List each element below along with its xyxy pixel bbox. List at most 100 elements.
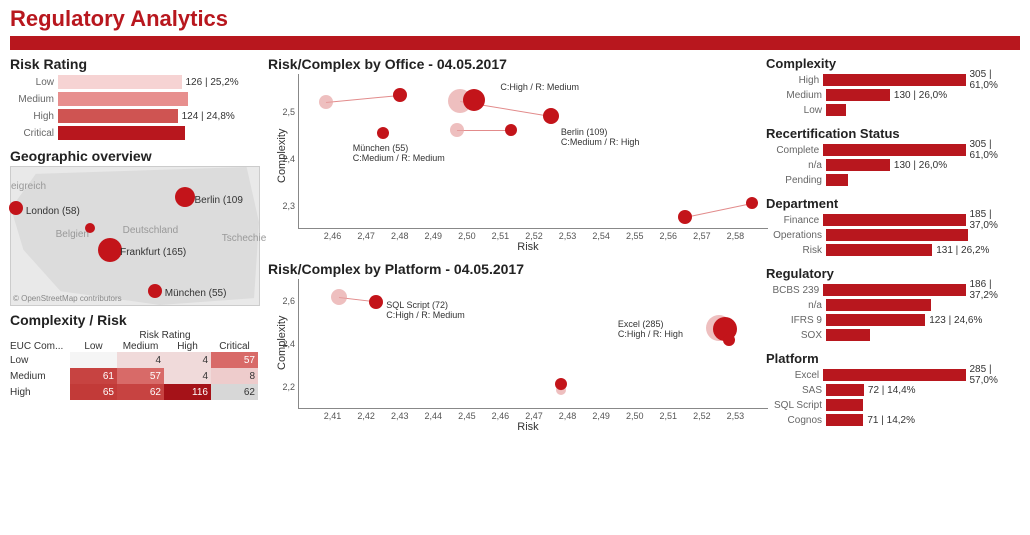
bar-label: Operations xyxy=(766,230,826,241)
scatter-point[interactable] xyxy=(369,295,383,309)
x-tick: 2,47 xyxy=(525,411,543,421)
x-tick: 2,42 xyxy=(357,411,375,421)
heatmap-row: High656211662 xyxy=(10,384,260,400)
map-city-dot[interactable] xyxy=(175,187,195,207)
scatter-point[interactable] xyxy=(555,378,567,390)
bar-fill xyxy=(823,369,965,381)
scatter-point[interactable] xyxy=(678,210,692,224)
bar-fill xyxy=(823,284,965,296)
heatmap-cell[interactable]: 65 xyxy=(70,384,117,400)
bar-label: Risk xyxy=(766,245,826,256)
scatter2-chart[interactable]: Complexity2,22,42,6SQL Script (72)C:High… xyxy=(268,279,758,435)
heatmap-cell[interactable]: 8 xyxy=(211,368,258,384)
map-city-dot[interactable] xyxy=(98,238,122,262)
heatmap-row-label: Medium xyxy=(10,368,70,384)
scatter-point[interactable] xyxy=(746,197,758,209)
map-city-label: München (55) xyxy=(165,288,227,299)
scatter-point[interactable] xyxy=(723,334,735,346)
bar-row[interactable]: IFRS 9123 | 24,6% xyxy=(766,313,1020,327)
x-tick: 2,58 xyxy=(727,231,745,241)
bar-fill xyxy=(823,214,965,226)
bar-row[interactable]: Cognos71 | 14,2% xyxy=(766,413,1020,427)
bar-row[interactable]: SQL Script xyxy=(766,398,1020,412)
bar-row[interactable]: Low xyxy=(766,103,1020,117)
map[interactable]: DeutschlandBelgienTschechieeigreichBerli… xyxy=(10,166,260,306)
bar-label: IFRS 9 xyxy=(766,315,826,326)
bar-row[interactable]: Pending xyxy=(766,173,1020,187)
bar-fill xyxy=(826,399,863,411)
right-column: ComplexityHigh305 | 61,0%Medium130 | 26,… xyxy=(766,56,1020,435)
heatmap-cell[interactable]: 4 xyxy=(164,352,211,368)
scatter-point[interactable] xyxy=(505,124,517,136)
bar-value: 285 | 57,0% xyxy=(966,364,1021,386)
x-tick: 2,48 xyxy=(391,231,409,241)
bar-row[interactable]: BCBS 239186 | 37,2% xyxy=(766,283,1020,297)
scatter-label: Berlin (109)C:Medium / R: High xyxy=(561,128,640,148)
bar-row[interactable]: High305 | 61,0% xyxy=(766,73,1020,87)
heatmap-cell[interactable]: 57 xyxy=(211,352,258,368)
bar-row[interactable]: Risk131 | 26,2% xyxy=(766,243,1020,257)
x-tick: 2,53 xyxy=(727,411,745,421)
heatmap-cell[interactable]: 57 xyxy=(117,368,164,384)
heatmap-row: Medium615748 xyxy=(10,368,260,384)
heatmap-row-label: High xyxy=(10,384,70,400)
scatter-point[interactable] xyxy=(331,289,347,305)
bar-group: PlatformExcel285 | 57,0%SAS72 | 14,4%SQL… xyxy=(766,351,1020,428)
risk-rating-row[interactable]: Medium xyxy=(10,91,260,107)
x-tick: 2,55 xyxy=(626,231,644,241)
bar-label: Complete xyxy=(766,145,823,156)
bar-row[interactable]: Excel285 | 57,0% xyxy=(766,368,1020,382)
bar-fill xyxy=(826,89,890,101)
bar-fill xyxy=(826,174,848,186)
scatter-plot-area[interactable]: 2,22,42,6SQL Script (72)C:High / R: Medi… xyxy=(298,279,768,409)
heatmap-cell[interactable] xyxy=(70,352,117,368)
risk-rating-bar xyxy=(58,109,178,123)
heatmap-cell[interactable]: 62 xyxy=(211,384,258,400)
risk-rating-row[interactable]: High124 | 24,8% xyxy=(10,108,260,124)
bar-label: SOX xyxy=(766,330,826,341)
scatter-point[interactable] xyxy=(463,89,485,111)
scatter1-chart[interactable]: Complexity2,32,42,5C:High / R: MediumMün… xyxy=(268,74,758,255)
risk-rating-row[interactable]: Critical xyxy=(10,125,260,141)
scatter-point[interactable] xyxy=(319,95,333,109)
bar-group: Recertification StatusComplete305 | 61,0… xyxy=(766,126,1020,188)
heatmap-cell[interactable]: 116 xyxy=(164,384,211,400)
risk-rating-bar xyxy=(58,75,182,89)
x-tick: 2,48 xyxy=(559,411,577,421)
x-tick: 2,52 xyxy=(693,411,711,421)
y-tick: 2,4 xyxy=(275,154,295,164)
scatter-office-section: Risk/Complex by Office - 04.05.2017 Comp… xyxy=(268,56,758,255)
scatter-point[interactable] xyxy=(543,108,559,124)
heatmap-col-header: High xyxy=(164,341,211,352)
bar-group: DepartmentFinance185 | 37,0%OperationsRi… xyxy=(766,196,1020,258)
scatter2-title: Risk/Complex by Platform - 04.05.2017 xyxy=(268,261,758,277)
heatmap-cell[interactable]: 61 xyxy=(70,368,117,384)
scatter-point[interactable] xyxy=(450,123,464,137)
bar-row[interactable]: Finance185 | 37,0% xyxy=(766,213,1020,227)
bar-group: ComplexityHigh305 | 61,0%Medium130 | 26,… xyxy=(766,56,1020,118)
scatter-plot-area[interactable]: 2,32,42,5C:High / R: MediumMünchen (55)C… xyxy=(298,74,768,229)
bar-label: Pending xyxy=(766,175,826,186)
bar-value: 72 | 14,4% xyxy=(864,385,916,396)
map-country-label: Tschechie xyxy=(222,233,266,244)
map-city-dot[interactable] xyxy=(148,284,162,298)
heatmap-cell[interactable]: 62 xyxy=(117,384,164,400)
scatter-label: München (55)C:Medium / R: Medium xyxy=(353,144,445,164)
bar-label: Medium xyxy=(766,90,826,101)
scatter-point[interactable] xyxy=(393,88,407,102)
map-city-label: Berlin (109 xyxy=(195,195,243,206)
risk-rating-label: High xyxy=(10,111,58,122)
bar-row[interactable]: SOX xyxy=(766,328,1020,342)
risk-rating-row[interactable]: Low126 | 25,2% xyxy=(10,74,260,90)
bar-fill xyxy=(826,244,932,256)
heatmap-cell[interactable]: 4 xyxy=(117,352,164,368)
bar-fill xyxy=(826,384,864,396)
risk-rating-label: Medium xyxy=(10,94,58,105)
y-tick: 2,5 xyxy=(275,107,295,117)
scatter-point[interactable] xyxy=(377,127,389,139)
bar-value: 185 | 37,0% xyxy=(966,209,1021,231)
x-tick: 2,52 xyxy=(525,231,543,241)
risk-rating-bar xyxy=(58,126,185,140)
bar-row[interactable]: Complete305 | 61,0% xyxy=(766,143,1020,157)
heatmap-cell[interactable]: 4 xyxy=(164,368,211,384)
